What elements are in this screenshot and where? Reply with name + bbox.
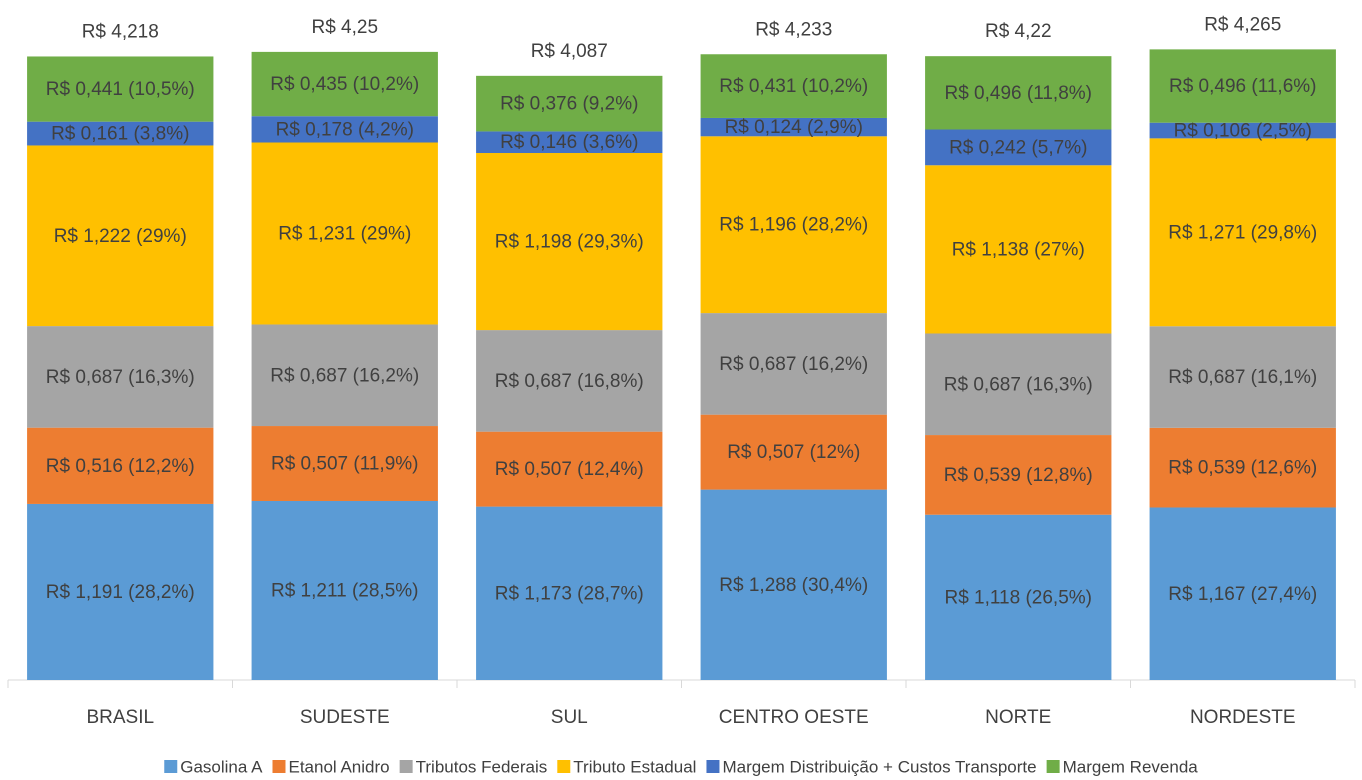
- bar-segment: [700, 117, 887, 137]
- bar-segment: [700, 136, 887, 314]
- bar-segment: [27, 503, 214, 680]
- legend-swatch: [272, 760, 286, 773]
- bar-segment: [27, 145, 214, 327]
- data-label: R$ 1,138 (27%): [952, 239, 1085, 260]
- data-label: R$ 1,211 (28,5%): [271, 581, 419, 602]
- bar-segment: [700, 54, 887, 118]
- data-label: R$ 1,196 (28,2%): [719, 215, 868, 236]
- data-label: R$ 1,173 (28,7%): [495, 583, 644, 604]
- data-label: R$ 0,687 (16,3%): [46, 367, 195, 388]
- data-label: R$ 0,687 (16,1%): [1168, 367, 1317, 388]
- data-label: R$ 1,167 (27,4%): [1168, 584, 1317, 605]
- data-label: R$ 0,161 (3,8%): [51, 124, 189, 145]
- bar-segment: [251, 142, 438, 325]
- bar-segment: [476, 131, 663, 153]
- bar-segment: [700, 414, 887, 490]
- bar-segment: [925, 514, 1112, 680]
- legend-text: Etanol Anidro: [288, 757, 389, 776]
- data-label: R$ 0,687 (16,2%): [719, 354, 868, 375]
- data-label: R$ 0,687 (16,8%): [495, 371, 644, 392]
- x-tick-label: CENTRO OESTE: [719, 707, 869, 728]
- data-label: R$ 0,687 (16,2%): [270, 365, 419, 386]
- bar-segment: [251, 500, 438, 680]
- legend-text: Margem Revenda: [1063, 757, 1199, 776]
- data-label: R$ 0,435 (10,2%): [270, 74, 419, 95]
- bar-segment: [700, 489, 887, 680]
- bar-segment: [476, 75, 663, 132]
- bar-segment: [925, 165, 1112, 334]
- bar-segment: [1149, 49, 1336, 123]
- data-label: R$ 0,106 (2,5%): [1174, 121, 1312, 142]
- x-tick-label: SUL: [551, 707, 588, 728]
- legend-swatch: [1046, 760, 1060, 773]
- bar-segment: [1149, 427, 1336, 508]
- data-label: R$ 0,376 (9,2%): [500, 94, 638, 115]
- data-label: R$ 0,496 (11,6%): [1169, 76, 1317, 97]
- data-label: R$ 0,539 (12,6%): [1168, 458, 1317, 479]
- bar-segment: [1149, 122, 1336, 139]
- total-label: R$ 4,25: [311, 17, 378, 38]
- bar-segment: [476, 153, 663, 331]
- data-label: R$ 0,178 (4,2%): [276, 119, 414, 140]
- x-tick-label: SUDESTE: [300, 707, 390, 728]
- data-label: R$ 0,124 (2,9%): [725, 117, 863, 138]
- data-label: R$ 0,441 (10,5%): [46, 79, 195, 100]
- x-tick-label: NORTE: [985, 707, 1051, 728]
- bar-segment: [27, 56, 214, 122]
- legend-text: Gasolina A: [180, 757, 263, 776]
- data-label: R$ 1,222 (29%): [54, 226, 187, 247]
- data-label: R$ 0,431 (10,2%): [719, 76, 868, 97]
- bar-segment: [27, 427, 214, 504]
- x-tick-label: BRASIL: [86, 707, 154, 728]
- bar-segment: [251, 324, 438, 427]
- data-label: R$ 1,271 (29,8%): [1168, 222, 1317, 243]
- bar-segment: [476, 330, 663, 432]
- legend-text: Margem Distribuição + Custos Transporte: [722, 757, 1036, 776]
- data-label: R$ 0,516 (12,2%): [46, 456, 195, 477]
- data-label: R$ 1,198 (29,3%): [495, 232, 644, 253]
- data-label: R$ 0,687 (16,3%): [944, 374, 1093, 395]
- legend-text: Tributo Estadual: [573, 757, 696, 776]
- data-label: R$ 1,118 (26,5%): [944, 587, 1092, 608]
- legend-text: Tributos Federais: [416, 757, 548, 776]
- total-label: R$ 4,218: [82, 21, 159, 42]
- data-label: R$ 1,288 (30,4%): [719, 575, 868, 596]
- total-label: R$ 4,265: [1204, 15, 1281, 36]
- total-label: R$ 4,22: [985, 21, 1052, 42]
- bar-segment: [251, 426, 438, 501]
- data-label: R$ 0,242 (5,7%): [949, 137, 1087, 158]
- data-label: R$ 0,507 (12%): [727, 442, 860, 463]
- data-label: R$ 0,496 (11,8%): [944, 83, 1092, 104]
- total-label: R$ 4,087: [531, 41, 608, 62]
- bar-segment: [925, 56, 1112, 130]
- data-label: R$ 0,507 (12,4%): [495, 459, 644, 480]
- bar-segment: [251, 116, 438, 143]
- data-label: R$ 1,231 (29%): [278, 224, 411, 245]
- bar-segment: [925, 435, 1112, 515]
- bar-segment: [27, 326, 214, 428]
- data-label: R$ 0,146 (3,6%): [500, 132, 638, 153]
- legend-swatch: [164, 760, 178, 773]
- total-label: R$ 4,233: [755, 19, 832, 40]
- bar-segment: [700, 313, 887, 415]
- bar-segment: [476, 506, 663, 680]
- bar-segment: [925, 129, 1112, 166]
- legend-swatch: [706, 760, 720, 773]
- data-label: R$ 1,191 (28,2%): [46, 582, 195, 603]
- legend-swatch: [399, 760, 413, 773]
- data-label: R$ 0,539 (12,8%): [944, 465, 1093, 486]
- bar-segment: [1149, 507, 1336, 680]
- bar-segment: [27, 121, 214, 146]
- bar-segment: [1149, 326, 1336, 428]
- bar-segment: [251, 51, 438, 117]
- bar-segment: [476, 431, 663, 507]
- bar-segment: [925, 333, 1112, 436]
- bar-segment: [1149, 138, 1336, 327]
- data-label: R$ 0,507 (11,9%): [271, 454, 419, 475]
- legend-swatch: [557, 760, 571, 773]
- x-tick-label: NORDESTE: [1190, 707, 1296, 728]
